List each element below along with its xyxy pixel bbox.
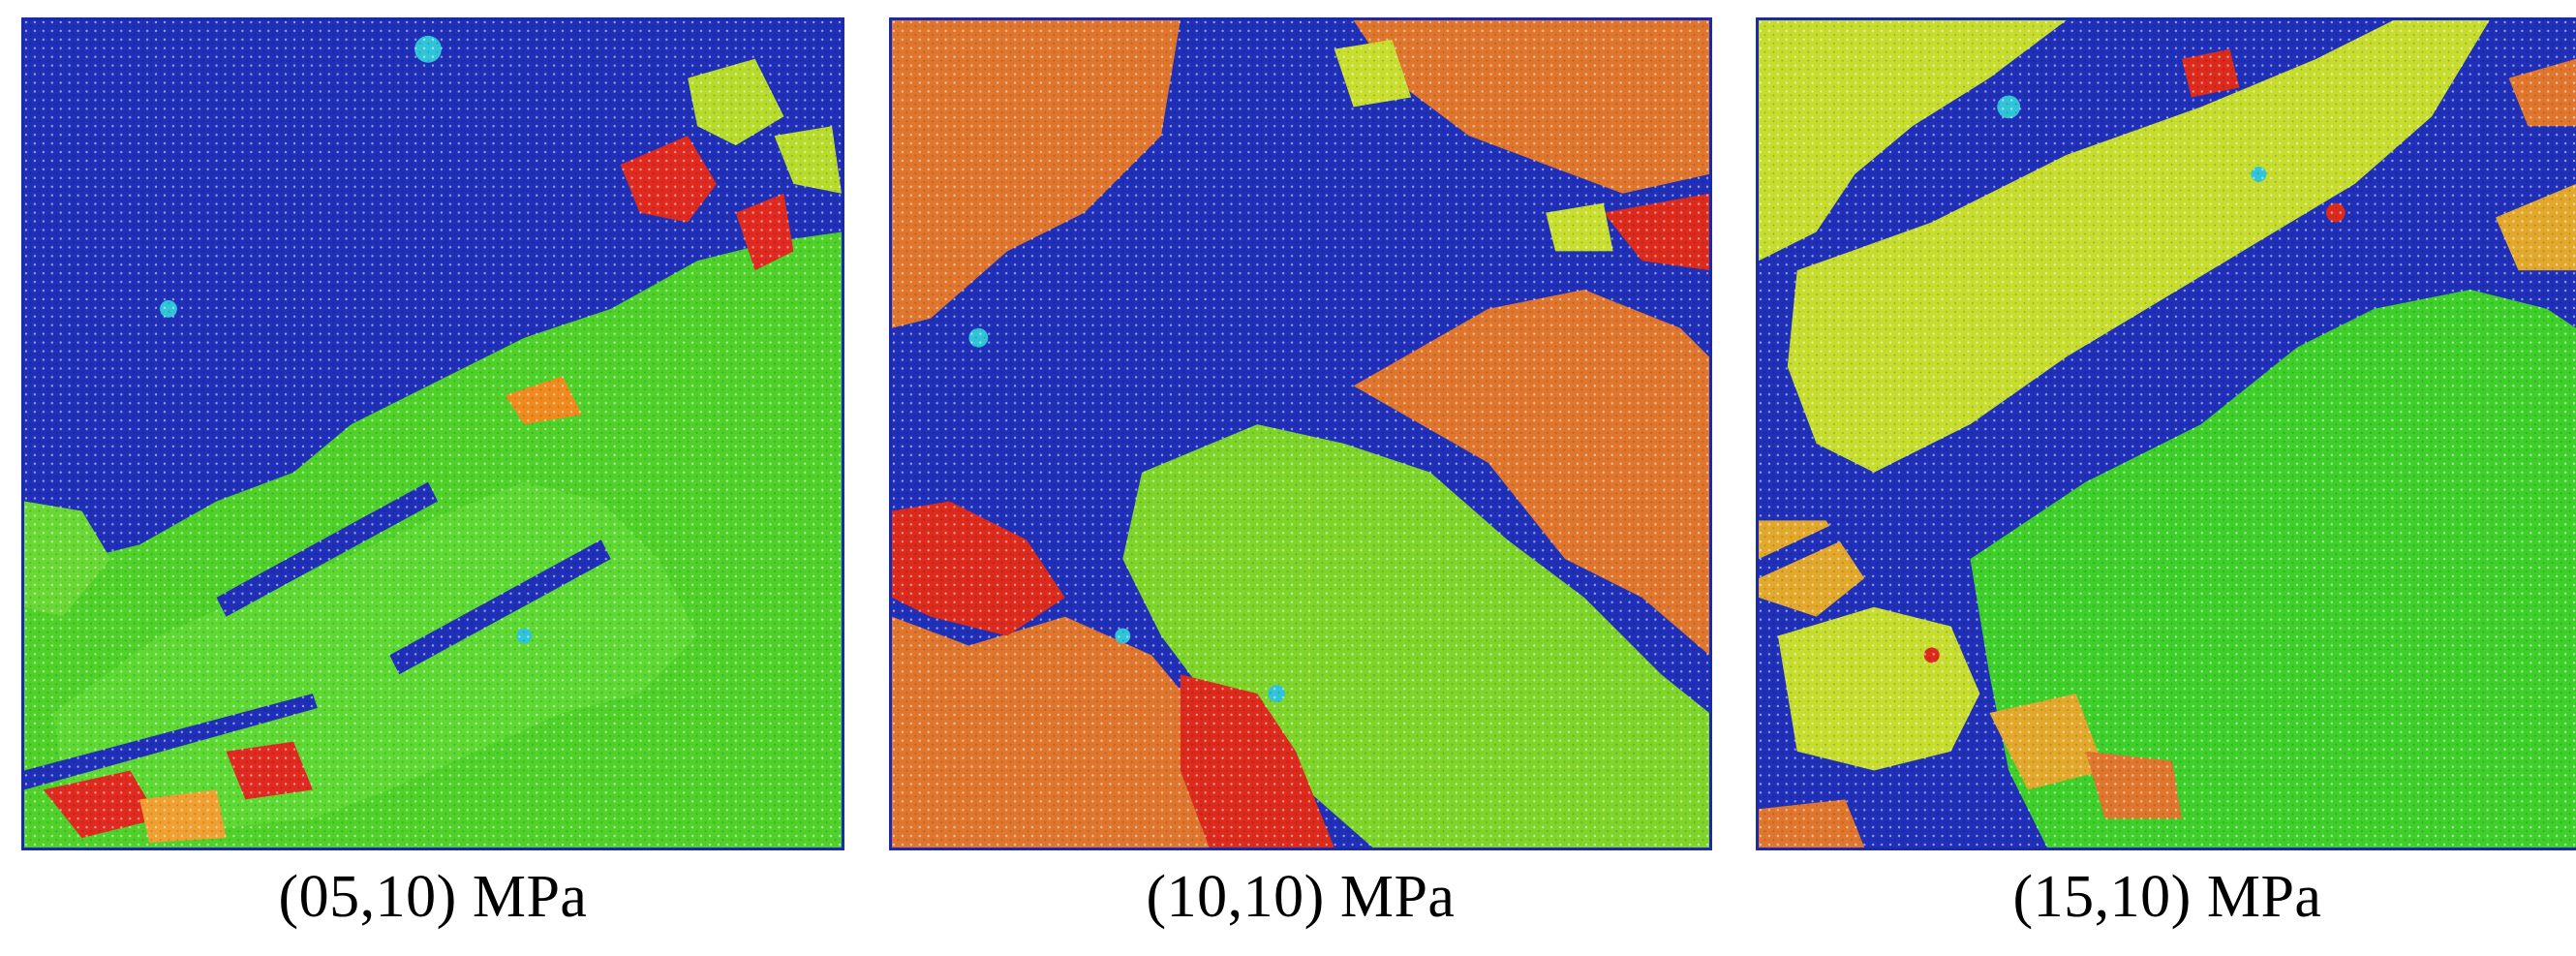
- caption-10-10: (10,10) MPa: [1146, 864, 1456, 930]
- grain-map-image-05-10: [24, 20, 842, 848]
- grain-map-15-10: [1756, 17, 2576, 850]
- panel-10-10: [889, 17, 1712, 850]
- panel-15-10: [1756, 17, 2576, 850]
- grain-map-10-10: [889, 17, 1712, 850]
- grain-map-image-15-10: [1759, 20, 2576, 848]
- caption-05-10: (05,10) MPa: [278, 864, 588, 930]
- grain-map-image-10-10: [892, 20, 1709, 848]
- panel-05-10: [21, 17, 844, 850]
- caption-15-10: (15,10) MPa: [2012, 864, 2322, 930]
- grain-map-05-10: [21, 17, 844, 850]
